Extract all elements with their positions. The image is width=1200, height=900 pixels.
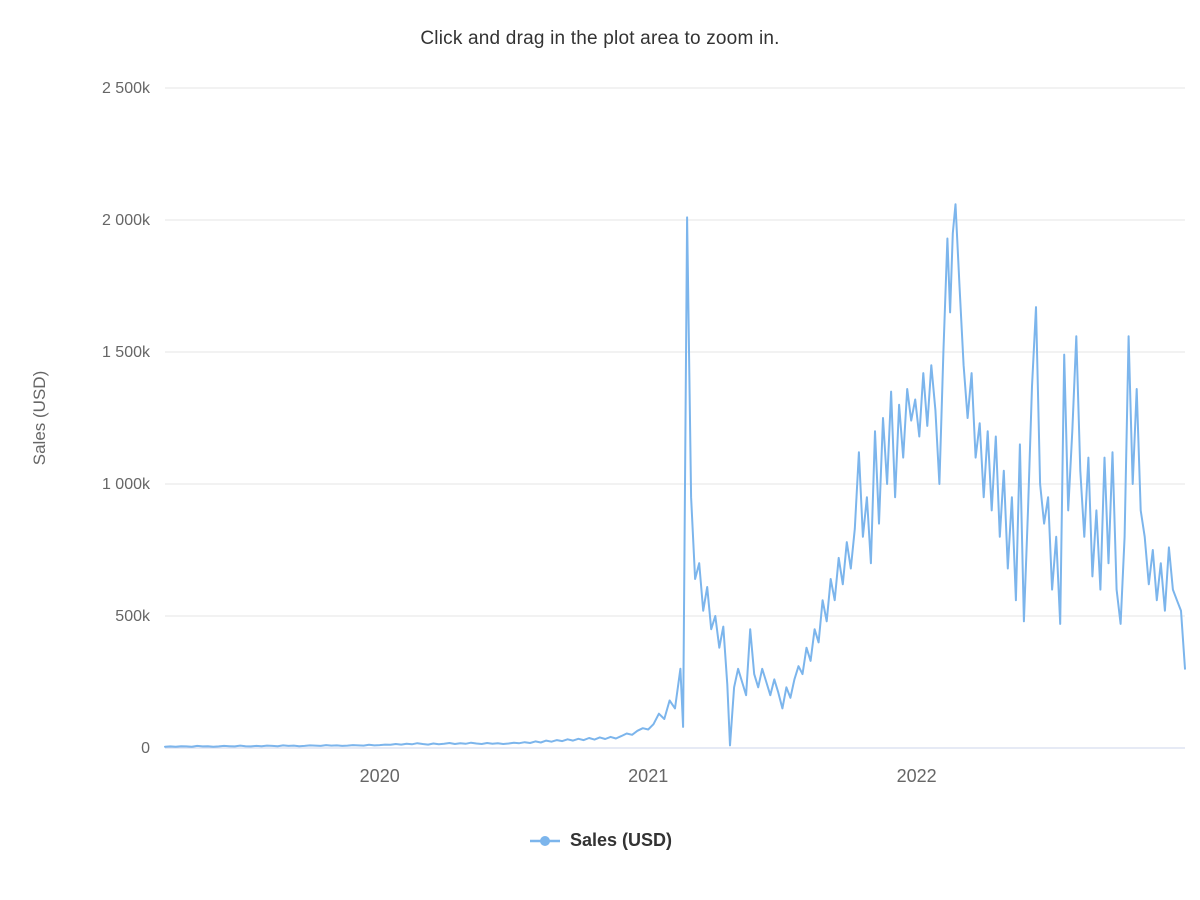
- chart-title: Click and drag in the plot area to zoom …: [420, 28, 780, 49]
- legend-label: Sales (USD): [569, 830, 673, 850]
- legend-item-sales[interactable]: Sales (USD): [528, 830, 672, 851]
- x-tick-label: 2021: [628, 766, 668, 786]
- y-tick-label: 1 500k: [102, 344, 151, 361]
- legend: Sales (USD): [0, 830, 1200, 851]
- sales-series-line: [164, 203, 1186, 748]
- y-tick-label: 0: [141, 740, 150, 757]
- x-tick-label: 2020: [360, 766, 400, 786]
- x-tick-label: 2022: [897, 766, 937, 786]
- y-tick-label: 500k: [115, 608, 151, 625]
- y-tick-label: 2 000k: [102, 212, 151, 229]
- y-tick-label: 1 000k: [102, 476, 151, 493]
- y-tick-label: 2 500k: [102, 80, 151, 97]
- plot-area[interactable]: [165, 88, 1185, 748]
- legend-marker-icon: [529, 835, 560, 846]
